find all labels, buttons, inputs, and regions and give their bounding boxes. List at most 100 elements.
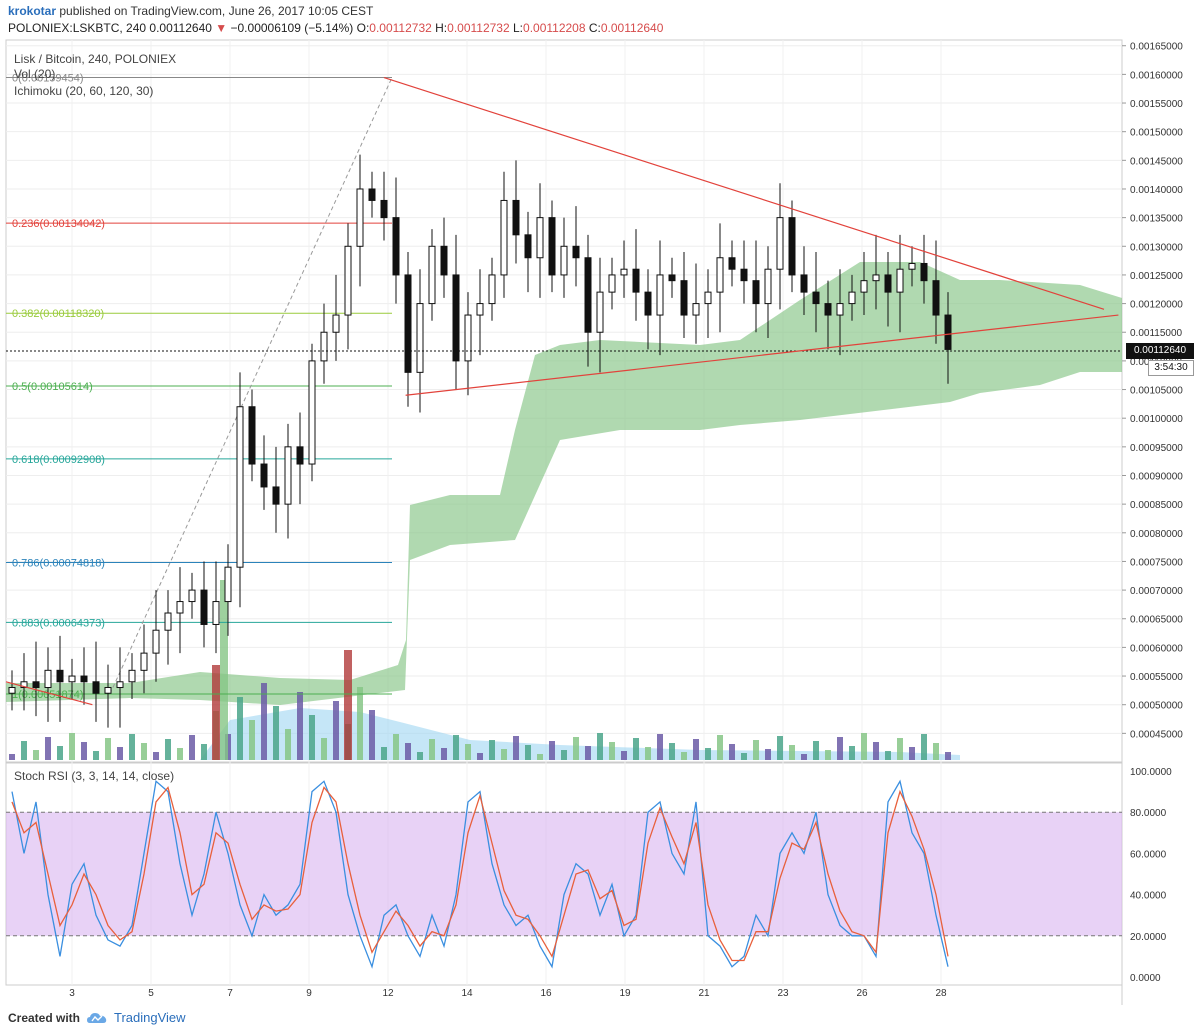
- date-tick-label: 19: [619, 988, 631, 999]
- candle-body: [500, 199, 508, 276]
- fib-anchor-line: [109, 77, 393, 695]
- volume-bar: [429, 739, 435, 760]
- candle-body: [68, 675, 76, 683]
- candle-body: [452, 274, 460, 362]
- price-tick-label: 0.00080000: [1130, 529, 1183, 540]
- volume-bar: [849, 746, 855, 760]
- volume-bar: [729, 744, 735, 760]
- candle-body: [536, 217, 544, 259]
- volume-bar: [129, 734, 135, 760]
- volume-bar: [81, 742, 87, 760]
- volume-bar: [273, 706, 279, 760]
- candle-body: [944, 314, 952, 350]
- close-label: C:: [588, 21, 601, 35]
- volume-bar: [201, 744, 207, 760]
- candle-body: [332, 314, 340, 333]
- candle-body: [932, 280, 940, 316]
- volume-bar: [885, 751, 891, 760]
- volume-bar: [417, 752, 423, 760]
- stoch-tick-label: 0.0000: [1130, 973, 1161, 984]
- ichimoku-legend: Ichimoku (20, 60, 120, 30): [14, 84, 154, 98]
- volume-bar: [525, 745, 531, 760]
- candle-body: [656, 274, 664, 316]
- candle-body: [80, 675, 88, 683]
- volume-bar: [645, 747, 651, 760]
- volume-bar: [549, 741, 555, 760]
- volume-bar: [633, 738, 639, 760]
- stoch-tick-label: 100.0000: [1130, 767, 1172, 778]
- candle-body: [596, 291, 604, 333]
- tradingview-logo[interactable]: TradingView: [114, 1010, 186, 1025]
- candle-body: [908, 262, 916, 270]
- volume-bar: [741, 753, 747, 760]
- price-tick-label: 0.00140000: [1130, 185, 1183, 196]
- candle-body: [212, 601, 220, 625]
- candle-body: [716, 257, 724, 293]
- candle-body: [668, 274, 676, 282]
- candle-body: [392, 217, 400, 276]
- price-tick-label: 0.00070000: [1130, 586, 1183, 597]
- volume-bar: [141, 743, 147, 760]
- volume-bar: [489, 740, 495, 760]
- volume-bar: [537, 754, 543, 760]
- candle-body: [164, 612, 172, 631]
- candle-body: [404, 274, 412, 373]
- volume-bar: [801, 754, 807, 760]
- candle-body: [428, 245, 436, 305]
- volume-bar: [945, 752, 951, 760]
- cloud-icon: [87, 1012, 107, 1023]
- candle-body: [260, 463, 268, 488]
- volume-bar: [165, 739, 171, 760]
- candle-body: [848, 291, 856, 305]
- open-value: 0.00112732: [369, 21, 432, 35]
- symbol-label: POLONIEX:LSKBTC, 240: [8, 21, 147, 35]
- candle-body: [44, 669, 52, 689]
- candle-body: [56, 669, 64, 683]
- publish-info: published on TradingView.com, June 26, 2…: [59, 4, 374, 18]
- price-tick-label: 0.00060000: [1130, 643, 1183, 654]
- publish-header: krokotar published on TradingView.com, J…: [8, 4, 373, 18]
- volume-bar: [789, 745, 795, 760]
- date-tick-label: 21: [698, 988, 710, 999]
- volume-bar: [153, 752, 159, 760]
- countdown-box: 3:54:30: [1148, 360, 1194, 376]
- stoch-tick-label: 80.0000: [1130, 808, 1167, 819]
- candle-body: [32, 681, 40, 689]
- volume-bar: [501, 749, 507, 760]
- date-tick-label: 9: [306, 988, 312, 999]
- date-tick-label: 23: [777, 988, 789, 999]
- volume-bar: [753, 740, 759, 760]
- price-tick-label: 0.00165000: [1130, 42, 1183, 53]
- candle-body: [368, 188, 376, 201]
- volume-bar: [585, 746, 591, 760]
- candle-body: [692, 303, 700, 316]
- volume-legend: Vol (20): [14, 67, 56, 81]
- stoch-tick-label: 40.0000: [1130, 891, 1167, 902]
- volume-bar: [465, 744, 471, 760]
- candle-body: [284, 446, 292, 505]
- candle-body: [812, 291, 820, 305]
- fib-level-label: 0.618(0.00092908): [12, 454, 105, 466]
- candle-body: [416, 303, 424, 373]
- candle-body: [896, 268, 904, 293]
- price-tick-label: 0.00160000: [1130, 70, 1183, 81]
- candle-body: [680, 280, 688, 316]
- volume-bar: [837, 737, 843, 760]
- price-tick-label: 0.00075000: [1130, 557, 1183, 568]
- author-name[interactable]: krokotar: [8, 4, 57, 18]
- price-tick-label: 0.00115000: [1130, 328, 1183, 339]
- low-label: L:: [513, 21, 524, 35]
- candle-body: [92, 681, 100, 694]
- candle-body: [320, 331, 328, 362]
- volume-bar: [57, 746, 63, 760]
- candle-body: [20, 681, 28, 689]
- close-value: 0.00112640: [600, 21, 664, 35]
- candle-body: [8, 687, 16, 694]
- candle-body: [440, 245, 448, 276]
- fib-level-label: 0.786(0.00074818): [12, 557, 105, 569]
- candle-body: [380, 199, 388, 219]
- volume-bar: [177, 748, 183, 760]
- volume-bar: [45, 737, 51, 760]
- high-label: H:: [435, 21, 448, 35]
